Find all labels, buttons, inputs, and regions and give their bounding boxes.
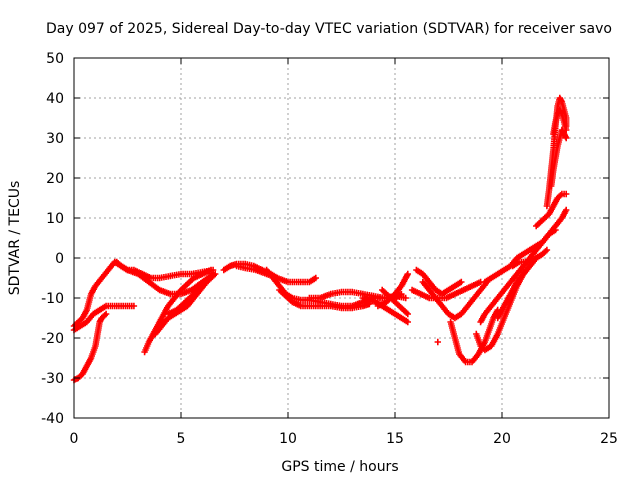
series-track-25 <box>509 254 540 270</box>
series-track-29 <box>550 106 570 138</box>
series-track-1 <box>70 310 110 384</box>
series-track-18 <box>408 278 484 302</box>
y-tick-label: -20 <box>41 331 64 347</box>
series-track-13 <box>359 294 411 326</box>
data-point <box>563 126 570 134</box>
grid <box>74 58 609 418</box>
x-tick-label: 25 <box>600 431 618 447</box>
data-point <box>404 270 411 278</box>
series-track-3 <box>70 302 138 334</box>
data-point <box>402 294 409 302</box>
data-point <box>212 270 219 278</box>
data-point <box>552 226 559 234</box>
y-tick-label: 10 <box>46 211 64 227</box>
data-point <box>543 246 551 254</box>
x-tick-label: 20 <box>493 431 511 447</box>
data-point <box>563 190 570 198</box>
y-tick-label: -10 <box>41 291 64 307</box>
x-tick-label: 10 <box>279 431 297 447</box>
data-point <box>404 310 411 318</box>
y-tick-label: 40 <box>46 91 64 107</box>
data-point <box>404 318 411 326</box>
series-track-11 <box>276 286 373 312</box>
data-point <box>533 254 540 262</box>
y-tick-label: -40 <box>41 411 64 427</box>
series-track-26 <box>533 190 570 230</box>
y-tick-label: -30 <box>41 371 64 387</box>
y-tick-label: 0 <box>55 251 64 267</box>
series-track-24 <box>494 246 551 322</box>
series-track-22 <box>477 206 570 326</box>
x-tick-label: 0 <box>70 431 79 447</box>
data-point <box>102 310 110 318</box>
axis-ticks: 0 5 10 15 20 25 -40 -30 -20 -10 0 10 20 30 40 50 <box>41 51 618 447</box>
series-track-16 <box>413 266 465 298</box>
y-axis-label: SDTVAR / TECUs <box>7 181 23 296</box>
data-point <box>207 266 215 274</box>
y-tick-label: 50 <box>46 51 64 67</box>
series-track-15 <box>374 270 411 310</box>
x-tick-label: 5 <box>177 431 186 447</box>
x-tick-label: 15 <box>386 431 404 447</box>
data-point <box>312 274 319 282</box>
series-track-19 <box>434 338 441 346</box>
x-axis-label: GPS time / hours <box>281 459 398 475</box>
series-track-7 <box>165 270 219 318</box>
data-point <box>458 278 465 286</box>
plot-frame <box>73 57 610 419</box>
data-point <box>563 134 570 142</box>
series-track-5 <box>141 266 215 356</box>
data-point <box>130 302 138 310</box>
chart-title: Day 097 of 2025, Sidereal Day-to-day VTE… <box>46 21 612 37</box>
data-points <box>70 94 570 384</box>
data-point <box>563 206 570 214</box>
data-point <box>398 290 405 298</box>
series-track-17 <box>419 278 491 322</box>
data-point <box>434 338 441 346</box>
y-tick-label: 20 <box>46 171 64 187</box>
y-tick-label: 30 <box>46 131 64 147</box>
